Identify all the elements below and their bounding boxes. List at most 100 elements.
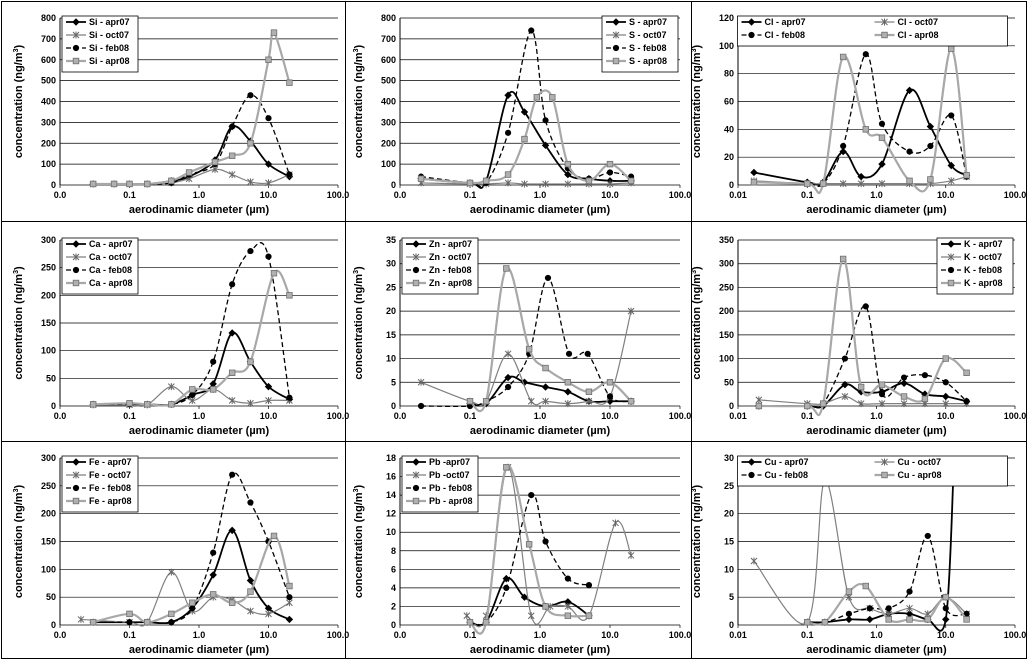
data-point [948,45,955,52]
data-point [503,464,510,471]
y-axis-label: concentration (ng/m3) [691,266,703,380]
x-axis-label: aerodinamic diameter (µm) [806,425,947,437]
y-tick-label: 4 [391,583,396,593]
data-point [247,499,254,506]
legend-entry: Fe - feb08 [66,483,131,493]
data-point [126,619,133,626]
y-axis-label: concentration (ng/m3) [13,45,25,159]
series-line [753,53,968,188]
legend-label: Fe - apr08 [89,496,132,506]
series-line [93,529,290,625]
data-point [247,399,254,407]
y-tick-label: 500 [381,76,396,86]
data-point [126,400,133,407]
y-tick-label: 350 [719,235,734,245]
y-tick-label: 25 [386,282,396,292]
legend-label: S - apr08 [629,56,667,66]
data-point [942,379,949,386]
y-tick-label: 20 [724,152,734,162]
x-tick-label: 0.1 [801,411,814,421]
legend-label: Zn - feb08 [429,265,472,275]
data-point [504,171,512,178]
series-line [753,176,967,185]
x-tick-label: 10.0 [937,190,955,200]
data-point [921,395,929,403]
series-square [750,45,970,195]
x-tick-label: 100.0 [327,630,350,640]
data-point [527,397,535,405]
legend-label: Fe - oct07 [89,470,131,480]
series-square [417,89,635,187]
data-point [585,582,593,589]
y-tick-label: 300 [41,117,56,127]
data-point [542,364,549,372]
data-point [265,115,272,122]
data-point [585,397,593,405]
data-point [564,388,572,396]
legend-label: Ca - apr08 [89,278,133,288]
data-point [820,180,827,187]
legend-entry: K - feb08 [941,265,1002,275]
series-star [417,307,635,408]
data-point [963,172,970,179]
data-point [750,557,758,565]
data-point [211,158,219,166]
data-point [286,292,293,299]
y-tick-label: 200 [719,306,734,316]
series-square [89,269,293,408]
x-tick-label: 10.0 [260,630,278,640]
data-point [89,180,97,188]
data-point [585,388,593,395]
data-point [270,29,278,36]
data-point [841,355,849,362]
data-point [504,129,512,136]
data-point [927,142,934,150]
x-tick-label: 0.0 [54,190,67,200]
data-point [247,607,254,615]
data-point [862,303,869,310]
x-tick-label: 10.0 [601,190,619,200]
chart-zn: 0 5 10 15 20 25 30 35 0.0 0.1 1.0 10.0 100.0 aerodina… [353,235,691,437]
chart-ca: 0 50 100 150 200 250 300 0.0 0.1 1.0 10.0 100.0 aero… [13,235,349,437]
x-tick-label: 0.01 [729,411,747,421]
y-tick-label: 500 [41,76,56,86]
data-point [270,532,278,540]
series-square [466,464,593,635]
legend-entry: Zn - feb08 [406,265,472,275]
legend-entry: S - oct07 [606,30,667,40]
legend-label: Pb -oct07 [429,470,470,480]
x-tick-label: 100.0 [669,190,692,200]
x-tick-label: 0.01 [729,630,747,640]
data-point [906,616,913,623]
legend-entry: Cu - apr07 [741,457,809,467]
legend-label: Ca - oct07 [89,252,132,262]
data-point [503,584,510,591]
data-point [168,401,175,408]
data-point [126,180,133,188]
data-point [533,94,540,101]
data-point [285,615,294,624]
x-tick-label: 100.0 [1004,630,1027,640]
chart-si: 0 100 200 300 400 500 600 700 800 0.0 0.1 1.0 10.0 10… [13,13,349,216]
x-tick-label: 0.1 [123,411,136,421]
chart-cu: 0 5 10 15 20 25 30 0.01 0.1 1.0 10.0 100.0 aerodinam… [691,453,1026,656]
legend-label: Zn - oct07 [429,252,472,262]
y-tick-label: 2 [391,601,396,611]
data-point [265,56,272,63]
y-tick-label: 800 [41,13,56,23]
series-line [92,534,291,624]
chart-cl: 0 20 40 60 80 100 120 0.01 0.1 1.0 10.0 100.0 aerodi… [691,13,1026,216]
legend: Pb -apr07 Pb -oct07 Pb - feb08 Pb - apr08 [401,455,479,513]
data-point [845,588,853,595]
y-tick-label: 200 [381,138,396,148]
y-tick-label: 35 [386,235,396,245]
legend-label: Si - feb08 [89,43,129,53]
data-point [549,94,556,101]
data-point [286,171,293,178]
data-point [866,605,873,612]
legend-label: Cu - oct07 [898,457,942,467]
y-tick-label: 0 [729,401,734,411]
data-point [229,123,236,130]
y-tick-label: 15 [386,330,396,340]
y-tick-label: 8 [391,546,396,556]
